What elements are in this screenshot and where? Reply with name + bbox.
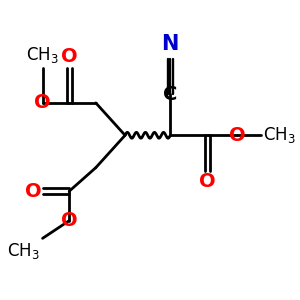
Text: N: N	[162, 34, 179, 54]
Text: C: C	[163, 85, 178, 104]
Text: O: O	[61, 47, 77, 66]
Text: O: O	[25, 182, 41, 201]
Text: CH$_3$: CH$_3$	[7, 241, 40, 261]
Text: CH$_3$: CH$_3$	[26, 45, 59, 64]
Text: O: O	[199, 172, 216, 191]
Text: CH$_3$: CH$_3$	[263, 125, 296, 145]
Text: O: O	[229, 126, 245, 145]
Text: O: O	[34, 93, 51, 112]
Text: O: O	[61, 211, 77, 230]
